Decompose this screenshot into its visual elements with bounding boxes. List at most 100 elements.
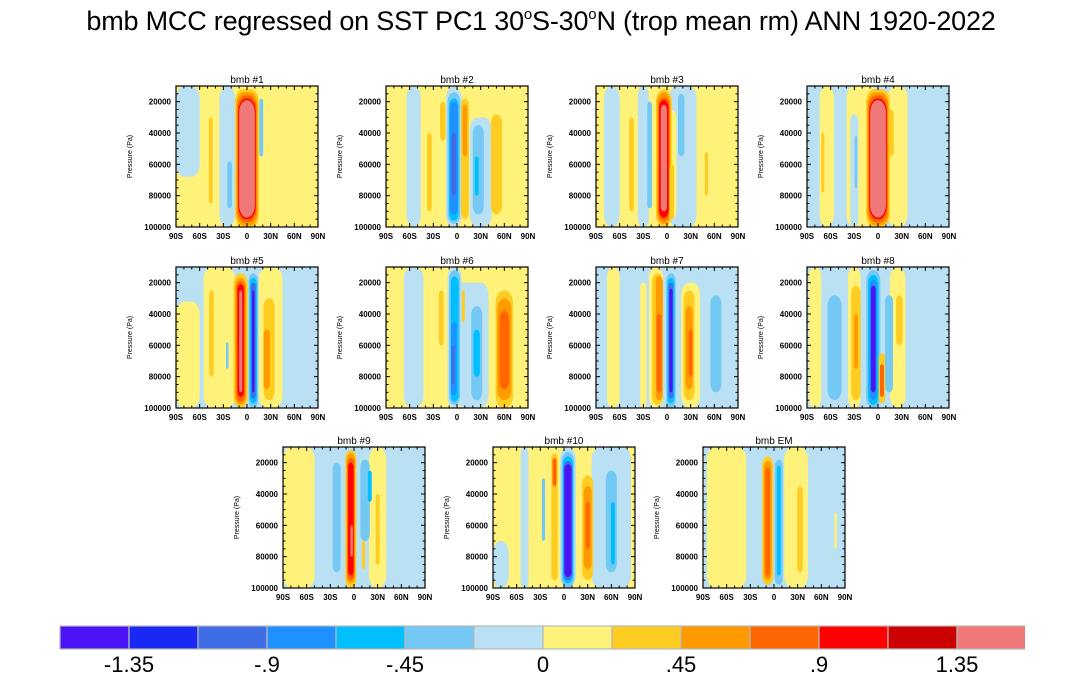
- colorbar-tick-label: -1.35: [103, 652, 155, 677]
- contour-panel: 90S 60S 30S 0 30N 60N 90N 20000 40000 60000 80000 1…: [536, 68, 748, 254]
- contour-region: [360, 459, 370, 541]
- x-tick-label: 30N: [263, 413, 278, 422]
- y-tick-label: 80000: [149, 373, 172, 382]
- contour-region: [350, 525, 353, 557]
- y-axis-label: Pressure (Pa): [758, 316, 765, 359]
- y-tick-label: 20000: [569, 98, 592, 107]
- x-tick-label: 30N: [894, 413, 909, 422]
- y-tick-label: 20000: [149, 98, 172, 107]
- colorbar-tick-label: .9: [809, 652, 829, 677]
- contour-region: [499, 310, 510, 390]
- panel-plot: 90S 60S 30S 0 30N 60N 90N 20000 40000 60000 80000 1…: [337, 256, 536, 422]
- contour-region: [461, 290, 465, 322]
- contour-panel: 90S 60S 30S 0 30N 60N 90N 20000 40000 60000 80000 1…: [643, 429, 855, 615]
- colorbar: [59, 625, 1025, 650]
- y-axis-label: Pressure (Pa): [337, 316, 344, 359]
- colorbar-tick-label: 1.35: [935, 652, 979, 677]
- y-tick-label: 100000: [671, 584, 698, 593]
- x-tick-label: 90N: [418, 593, 433, 602]
- y-tick-label: 20000: [149, 279, 172, 288]
- contour-region: [776, 465, 781, 576]
- colorbar-box: [818, 625, 889, 650]
- contour-region: [263, 329, 270, 390]
- contour-region: [834, 512, 837, 549]
- contour-region: [784, 447, 808, 588]
- y-tick-label: 60000: [359, 160, 382, 169]
- y-tick-label: 60000: [149, 160, 172, 169]
- y-tick-label: 60000: [569, 160, 592, 169]
- x-tick-label: 90N: [628, 593, 643, 602]
- y-axis-label: Pressure (Pa): [654, 496, 661, 539]
- panel-plot: 90S 60S 30S 0 30N 60N 90N 20000 40000 60000 80000 1…: [234, 436, 433, 602]
- panel-plot: 90S 60S 30S 0 30N 60N 90N 20000 40000 60000 80000 1…: [127, 256, 326, 422]
- contour-region: [176, 86, 200, 177]
- panel-title: bmb #5: [230, 256, 264, 267]
- x-tick-label: 60S: [300, 593, 315, 602]
- y-tick-label: 20000: [676, 459, 699, 468]
- x-tick-label: 60N: [497, 232, 512, 241]
- contour-region: [854, 136, 858, 188]
- contour-region: [239, 290, 243, 393]
- contour-region: [870, 285, 876, 393]
- x-tick-label: 60N: [918, 413, 933, 422]
- y-tick-label: 60000: [466, 521, 489, 530]
- y-tick-label: 100000: [564, 404, 591, 413]
- x-tick-label: 90N: [311, 232, 326, 241]
- y-tick-label: 60000: [256, 521, 279, 530]
- contour-panel: 90S 60S 30S 0 30N 60N 90N 20000 40000 60000 80000 1…: [747, 68, 959, 254]
- y-tick-label: 20000: [359, 279, 382, 288]
- figure-title: bmb MCC regressed on SST PC1 30oS-30oN (…: [86, 6, 996, 36]
- y-tick-label: 100000: [461, 584, 488, 593]
- panel-plot: 90S 60S 30S 0 30N 60N 90N 20000 40000 60000 80000 1…: [444, 436, 643, 602]
- contour-region: [406, 86, 421, 227]
- x-tick-label: 0: [876, 232, 881, 241]
- y-tick-label: 20000: [569, 279, 592, 288]
- x-tick-label: 0: [352, 593, 357, 602]
- contour-panel: 90S 60S 30S 0 30N 60N 90N 20000 40000 60000 80000 1…: [326, 249, 538, 435]
- y-tick-label: 40000: [359, 129, 382, 138]
- contour-region: [280, 86, 301, 227]
- y-tick-label: 40000: [780, 310, 803, 319]
- contour-region: [332, 462, 341, 573]
- x-tick-label: 60S: [403, 413, 418, 422]
- x-tick-label: 0: [772, 593, 777, 602]
- contour-region: [585, 501, 590, 549]
- x-tick-label: 90S: [379, 413, 394, 422]
- colorbar-tick-label: 0: [536, 652, 550, 677]
- x-tick-label: 60N: [707, 232, 722, 241]
- panel-plot: 90S 60S 30S 0 30N 60N 90N 20000 40000 60000 80000 1…: [654, 436, 853, 602]
- y-tick-label: 80000: [780, 373, 803, 382]
- contour-region: [283, 447, 315, 588]
- contour-region: [678, 93, 685, 157]
- x-tick-label: 30S: [636, 413, 651, 422]
- y-tick-label: 100000: [564, 223, 591, 232]
- x-tick-label: 60N: [394, 593, 409, 602]
- contour-region: [552, 457, 557, 487]
- contour-region: [451, 345, 455, 385]
- y-tick-label: 80000: [149, 192, 172, 201]
- contour-region: [870, 100, 886, 218]
- panel-title: bmb EM: [755, 436, 792, 447]
- x-tick-label: 90S: [486, 593, 501, 602]
- y-tick-label: 80000: [780, 192, 803, 201]
- y-tick-label: 40000: [569, 310, 592, 319]
- x-tick-label: 0: [665, 232, 670, 241]
- contour-region: [706, 447, 747, 588]
- x-tick-label: 60S: [510, 593, 525, 602]
- contour-region: [541, 478, 546, 541]
- panel-plot: 90S 60S 30S 0 30N 60N 90N 20000 40000 60000 80000 1…: [127, 75, 326, 241]
- y-tick-label: 60000: [149, 341, 172, 350]
- y-tick-label: 20000: [780, 98, 803, 107]
- x-tick-label: 30N: [473, 413, 488, 422]
- y-tick-label: 60000: [676, 521, 699, 530]
- x-tick-label: 90N: [311, 413, 326, 422]
- x-tick-label: 30S: [426, 232, 441, 241]
- colorbar-box: [956, 625, 1025, 650]
- y-axis-label: Pressure (Pa): [234, 496, 241, 539]
- x-tick-label: 30N: [473, 232, 488, 241]
- x-tick-label: 30N: [790, 593, 805, 602]
- contour-region: [640, 282, 647, 408]
- y-tick-label: 80000: [359, 373, 382, 382]
- x-tick-label: 60S: [613, 413, 628, 422]
- x-tick-label: 60N: [287, 232, 302, 241]
